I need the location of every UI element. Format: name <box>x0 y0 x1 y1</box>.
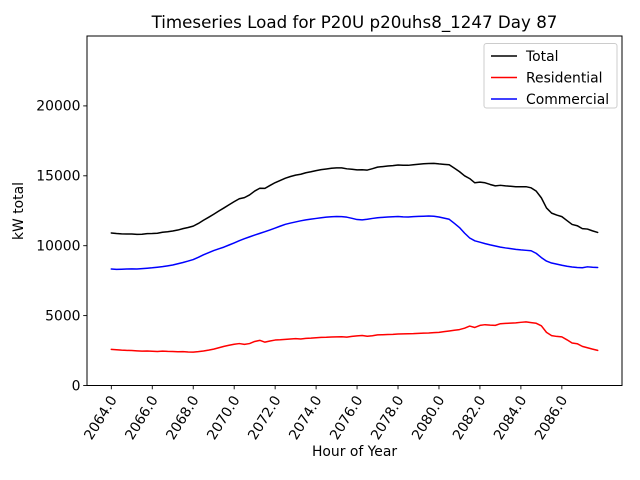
x-tick-label: 2076.0 <box>327 393 366 443</box>
x-tick-label: 2078.0 <box>368 393 407 443</box>
x-tick-label: 2074.0 <box>286 393 325 443</box>
x-axis-label: Hour of Year <box>312 444 397 460</box>
x-tick-label: 2064.0 <box>81 393 120 443</box>
commercial-series-line <box>110 215 599 271</box>
chart-title: Timeseries Load for P20U p20uhs8_1247 Da… <box>151 12 558 33</box>
y-tick-label: 5000 <box>45 308 80 324</box>
x-tick-label: 2080.0 <box>409 393 448 443</box>
residential-series-line <box>110 321 599 353</box>
x-tick-label: 2082.0 <box>450 393 489 443</box>
legend-label-residential: Residential <box>526 70 603 86</box>
x-tick-label: 2084.0 <box>491 393 530 443</box>
legend-label-commercial: Commercial <box>526 92 609 108</box>
total-series-line <box>110 162 599 236</box>
series-lines <box>110 162 599 353</box>
legend-label-total: Total <box>525 49 558 65</box>
y-axis-label: kW total <box>11 182 27 240</box>
legend: Total Residential Commercial <box>483 43 618 109</box>
x-tick-label: 2072.0 <box>245 393 284 443</box>
y-tick-label: 10000 <box>36 239 80 255</box>
x-tick-label: 2066.0 <box>122 393 161 443</box>
axes-frame <box>86 35 623 386</box>
y-tick-label: 20000 <box>36 99 80 115</box>
y-tick-label: 0 <box>72 378 81 394</box>
legend-box <box>483 43 618 109</box>
x-tick-label: 2086.0 <box>532 393 571 443</box>
x-tick-label: 2070.0 <box>204 393 243 443</box>
y-tick-label: 15000 <box>36 169 80 185</box>
x-tick-label: 2068.0 <box>163 393 202 443</box>
